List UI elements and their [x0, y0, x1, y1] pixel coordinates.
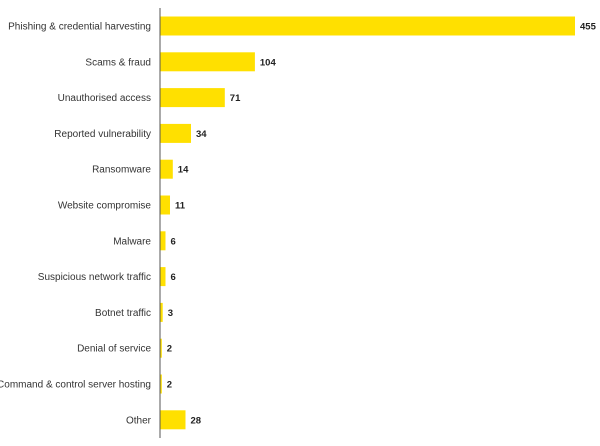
- value-label: 3: [168, 308, 173, 319]
- value-label: 71: [230, 93, 241, 104]
- category-label: Suspicious network traffic: [38, 272, 151, 283]
- category-label: Denial of service: [77, 344, 151, 355]
- category-label: Website compromise: [58, 201, 152, 212]
- bar: [160, 88, 225, 108]
- value-label: 2: [167, 380, 172, 391]
- bar: [160, 374, 162, 394]
- value-label: 455: [580, 22, 597, 33]
- bar: [160, 338, 162, 358]
- category-label: Other: [126, 415, 152, 426]
- category-label: Botnet traffic: [95, 308, 151, 319]
- category-label: Reported vulnerability: [54, 129, 151, 140]
- category-label: Unauthorised access: [58, 93, 151, 104]
- value-label: 11: [175, 201, 186, 212]
- value-label: 34: [196, 129, 207, 140]
- bar: [160, 302, 163, 322]
- category-label: Ransomware: [92, 165, 151, 176]
- category-labels-group: Phishing & credential harvesting Scams & …: [0, 22, 152, 427]
- category-label: Malware: [113, 236, 151, 247]
- bar: [160, 195, 170, 215]
- value-label: 6: [171, 272, 176, 283]
- value-label: 6: [171, 236, 176, 247]
- bar: [160, 410, 186, 430]
- bar: [160, 52, 255, 72]
- category-label: Phishing & credential harvesting: [8, 22, 151, 33]
- value-label: 2: [167, 344, 172, 355]
- category-label: Command & control server hosting: [0, 380, 151, 391]
- bar: [160, 16, 575, 36]
- bar: [160, 267, 166, 287]
- bars-group: [160, 16, 575, 430]
- bar: [160, 231, 166, 251]
- category-label: Scams & fraud: [85, 57, 151, 68]
- value-label: 14: [178, 165, 189, 176]
- bar: [160, 159, 173, 179]
- value-label: 104: [260, 57, 277, 68]
- value-labels-group: 455 104 71 34 14 11 6 6 3 2 2 28: [167, 22, 597, 427]
- bar: [160, 123, 191, 143]
- value-label: 28: [191, 415, 202, 426]
